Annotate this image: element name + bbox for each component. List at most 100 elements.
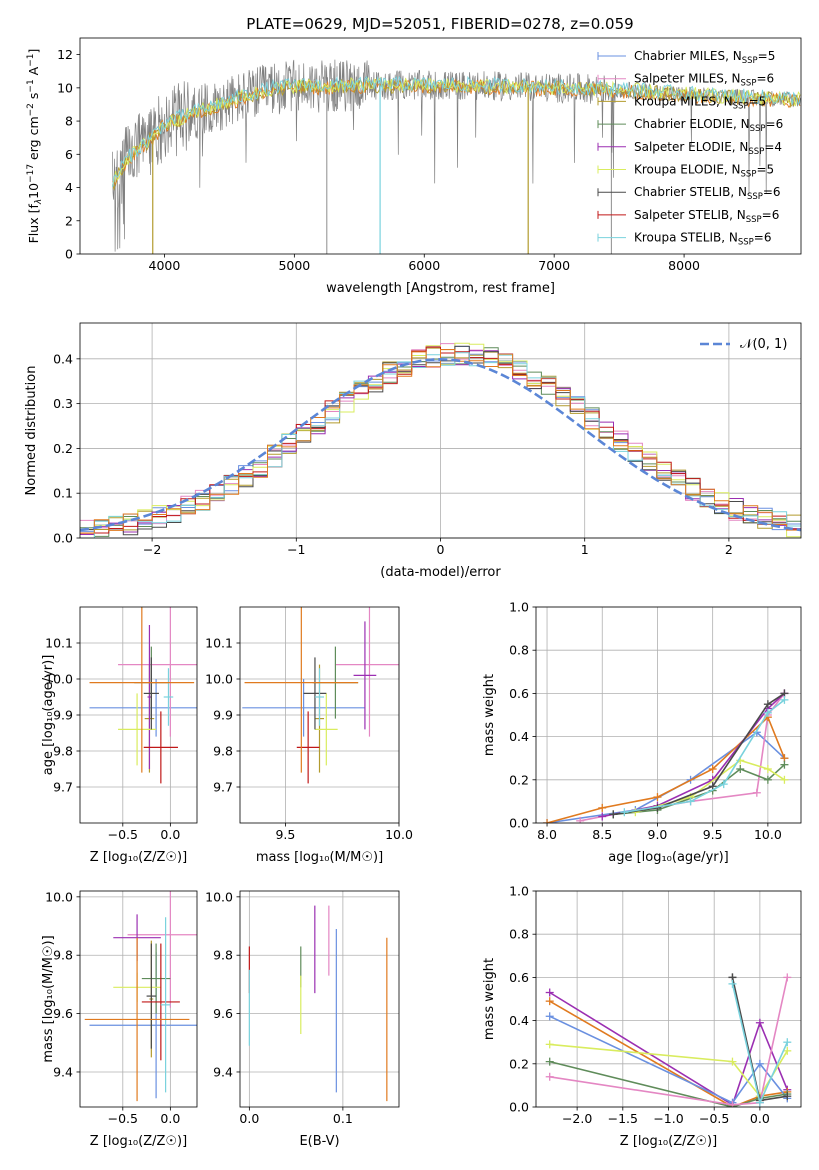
plot-area (80, 342, 801, 538)
errorbar-point-purple (353, 621, 377, 730)
legend-entry-olive: Kroupa MILES, NSSP=5 (634, 94, 766, 111)
y-axis-label-part: Flux [f (26, 204, 41, 244)
y-tick-label: 9.9 (53, 708, 73, 723)
legend-label: Salpeter STELIB, N (634, 208, 746, 222)
x-tick-label: 0.0 (160, 827, 180, 842)
y-tick-label: 9.6 (53, 1006, 73, 1021)
y-tick-label: 0.8 (509, 643, 529, 658)
plot-area (543, 689, 789, 823)
model-spectrum-cyan (112, 75, 801, 188)
y-tick-label: 10.0 (205, 889, 233, 904)
legend-entry-dark: Chabrier STELIB, NSSP=6 (634, 185, 781, 202)
x-tick-label: −1 (287, 542, 305, 557)
series-blue (543, 728, 789, 823)
x-axis-label: age [log₁₀(age/yr)] (608, 850, 729, 865)
axes-frame (79, 890, 198, 1108)
x-tick-label: −0.5 (108, 1111, 138, 1126)
spectrum-panel: 4000 5000 6000 7000 8000 0 2 4 6 8 10 12 wavelength … (26, 37, 802, 296)
y-axis-label: Flux [fλ10−17 erg cm−2 s−1 A−1] (26, 49, 44, 244)
legend-label-sub: SSP (742, 56, 758, 66)
errorbar-point-orange (89, 607, 195, 773)
plot-area (242, 607, 399, 784)
x-axis-label: Z [log₁₀(Z/Z☉)] (90, 1134, 187, 1149)
plot-area (248, 905, 388, 1102)
y-axis-label-part: λ (34, 199, 44, 205)
errorbar-point-red (296, 711, 320, 784)
y-axis-label-part: s (26, 93, 41, 104)
y-tick-label: 9.7 (213, 780, 233, 795)
y-tick-label: 8 (65, 114, 73, 129)
y-tick-label: 12 (57, 47, 73, 62)
legend-label-suffix: =6 (763, 185, 781, 199)
gridlines (80, 891, 197, 1107)
y-tick-label: 0.4 (509, 1013, 529, 1028)
legend-entry-yellow: Kroupa ELODIE, NSSP=5 (634, 163, 774, 180)
legend-label-sub: SSP (747, 192, 763, 202)
y-axis-label-part: A (26, 66, 41, 79)
errorbar-point-yellow (118, 693, 157, 766)
legend-label-suffix: =5 (758, 49, 776, 63)
y-axis-label-part: −17 (26, 164, 36, 183)
x-axis-label: Z [log₁₀(Z/Z☉)] (90, 850, 187, 865)
legend-label: Salpeter ELODIE, N (634, 140, 748, 154)
x-tick-label: −0.5 (108, 827, 138, 842)
model-spectrum-yellow (112, 76, 801, 187)
legend-label-sub: SSP (738, 238, 754, 248)
y-axis-label-part: −2 (26, 103, 36, 116)
legend-label-suffix: =6 (756, 72, 774, 86)
series-line (546, 731, 785, 823)
y-axis-label-part: 10 (26, 183, 41, 199)
y-tick-label: 10.0 (205, 672, 233, 687)
errorbar-point-red (141, 943, 180, 1061)
x-tick-label: 5000 (278, 258, 310, 273)
y-tick-label: 10.0 (45, 889, 73, 904)
legend-label-sub: SSP (741, 170, 757, 180)
legend-label-suffix: =6 (754, 231, 772, 245)
legend-entry-pink: Salpeter MILES, NSSP=6 (634, 72, 774, 89)
x-tick-label: 9.5 (275, 827, 295, 842)
x-tick-label: 6000 (408, 258, 440, 273)
errorbar-point-dark (146, 943, 157, 1049)
x-axis-label: wavelength [Angstrom, rest frame] (326, 281, 555, 296)
legend-entry-cyan: Kroupa STELIB, NSSP=6 (634, 231, 772, 248)
legend-label-suffix: =6 (762, 208, 780, 222)
errorbar-point-purple (147, 625, 152, 769)
y-tick-label: 0.3 (53, 396, 73, 411)
legend-label-sub: SSP (733, 101, 749, 111)
series-orange (543, 713, 789, 823)
errorbar-point-dark (303, 657, 327, 730)
legend-entry-normal: 𝒩(0, 1) (740, 337, 787, 352)
y-tick-label: 0.0 (53, 531, 73, 546)
legend-label: Kroupa MILES, N (634, 94, 733, 108)
legend-label: Kroupa STELIB, N (634, 231, 738, 245)
x-axis-label: Z [log₁₀(Z/Z☉)] (620, 1134, 717, 1149)
errorbar-point-dark (143, 657, 159, 730)
legend: 𝒩(0, 1) (700, 337, 787, 352)
series-pink (576, 689, 789, 823)
legend-label-sub: SSP (748, 147, 764, 157)
series-line (549, 977, 789, 1106)
errorbar-point-orange (244, 607, 359, 773)
y-axis-label-part: erg cm (26, 116, 41, 164)
y-tick-label: 9.8 (213, 948, 233, 963)
y-axis-label: mass weight (482, 674, 497, 756)
legend-entry-red: Salpeter STELIB, NSSP=6 (634, 208, 779, 225)
gridlines (80, 607, 197, 823)
series-cyan (728, 979, 792, 1107)
x-tick-label: 0.1 (333, 1111, 353, 1126)
series-dark (609, 689, 789, 819)
series-line (546, 715, 786, 823)
errorbar-point-red (143, 711, 178, 784)
x-tick-label: 9.0 (648, 827, 668, 842)
y-tick-label: 10.1 (205, 636, 233, 651)
axes-frame (239, 890, 400, 1108)
x-tick-label: 2 (725, 542, 733, 557)
plot-area (84, 891, 197, 1102)
y-tick-label: 4 (65, 180, 73, 195)
y-tick-label: 0.2 (53, 441, 73, 456)
y-tick-label: 10.0 (45, 672, 73, 687)
y-axis-label: mass weight (482, 958, 497, 1040)
age-vs-mass-panel: 9.5 10.0 9.7 9.8 9.9 10.0 10.1 mass [log₁₀(M/M☉… (205, 606, 413, 865)
legend-label-sub: SSP (741, 79, 757, 89)
axes-frame (79, 37, 802, 255)
